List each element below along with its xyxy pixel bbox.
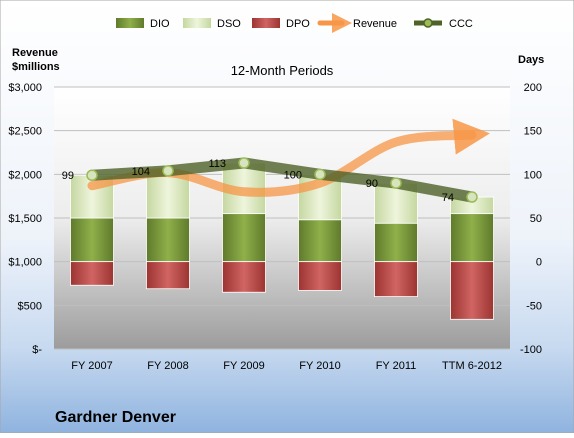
legend-swatch-dso <box>183 18 211 28</box>
chart-title: 12-Month Periods <box>231 63 334 78</box>
bars <box>70 162 494 320</box>
bar-dio <box>298 219 342 263</box>
legend-label-dio: DIO <box>150 18 170 30</box>
legend: DIO DSO DPO Revenue CCC <box>116 13 473 33</box>
ccc-data-label: 99 <box>62 170 74 182</box>
ccc-data-label: 104 <box>132 166 150 178</box>
ccc-point <box>86 169 98 181</box>
ccc-point <box>390 177 402 189</box>
y-left-axis-title-line1: Revenue <box>12 47 58 59</box>
x-category-label: FY 2010 <box>299 360 340 372</box>
y-right-axis-title: Days <box>518 54 544 66</box>
y-left-tick-label: $2,000 <box>8 169 42 181</box>
y-left-tick-label: $2,500 <box>8 126 42 138</box>
ccc-point <box>314 168 326 181</box>
legend-label-revenue: Revenue <box>353 18 397 30</box>
y-right-tick-label: 200 <box>524 82 542 94</box>
y-left-tick-label: $500 <box>18 300 42 312</box>
bar-dpo <box>374 261 418 297</box>
x-category-label: FY 2009 <box>223 360 264 372</box>
y-right-tick-label: -50 <box>526 300 542 312</box>
y-right-tick-label: 50 <box>530 213 542 225</box>
ccc-data-label: 100 <box>284 169 302 181</box>
legend-label-dpo: DPO <box>286 18 310 30</box>
bar-dio <box>222 213 266 263</box>
y-right-tick-label: 100 <box>524 169 542 181</box>
y-left-tick-label: $1,500 <box>8 213 42 225</box>
bar-dpo <box>146 261 190 290</box>
ccc-data-label: 90 <box>366 178 378 190</box>
legend-item-revenue: Revenue <box>317 13 397 33</box>
x-category-label: FY 2007 <box>71 360 112 372</box>
ccc-data-label: 113 <box>208 158 226 170</box>
y-left-tick-label: $3,000 <box>8 82 42 94</box>
x-category-label: FY 2008 <box>147 360 188 372</box>
bar-dpo <box>450 261 494 320</box>
legend-item-dso: DSO <box>183 18 241 30</box>
ccc-point <box>466 191 478 203</box>
bar-dpo <box>222 261 266 293</box>
legend-item-dpo: DPO <box>252 18 310 30</box>
ccc-series: 99 104 113 100 90 74 <box>62 157 478 204</box>
y-right-tick-label: 150 <box>524 126 542 138</box>
legend-swatch-dio <box>116 18 144 28</box>
y-right-tick-label: -100 <box>520 344 542 356</box>
y-left-axis-title-line2: $millions <box>12 61 60 73</box>
legend-swatch-dpo <box>252 18 280 28</box>
ccc-data-label: 74 <box>442 192 454 204</box>
axis-labels: $- $500 $1,000 $1,500 $2,000 $2,500 $3,000 -100… <box>8 82 542 372</box>
legend-item-ccc: CCC <box>414 18 473 30</box>
bar-dio <box>70 217 114 263</box>
y-left-tick-label: $- <box>32 344 42 356</box>
company-name: Gardner Denver <box>55 409 176 426</box>
bar-dio <box>374 222 418 263</box>
ccc-point <box>238 157 250 169</box>
legend-label-ccc: CCC <box>449 18 473 30</box>
y-right-tick-label: 0 <box>536 257 542 269</box>
legend-label-dso: DSO <box>217 18 241 30</box>
bar-dpo <box>298 261 342 291</box>
ccc-point <box>162 165 174 177</box>
y-left-tick-label: $1,000 <box>8 257 42 269</box>
bar-dio <box>146 217 190 263</box>
legend-item-dio: DIO <box>116 18 170 30</box>
bar-dpo <box>70 261 114 286</box>
bar-dio <box>450 213 494 263</box>
grid <box>54 86 510 350</box>
legend-swatch-ccc-marker <box>423 18 433 28</box>
ccc-line <box>86 157 478 203</box>
x-category-label: FY 2011 <box>376 360 417 372</box>
x-category-label: TTM 6-2012 <box>442 360 502 372</box>
